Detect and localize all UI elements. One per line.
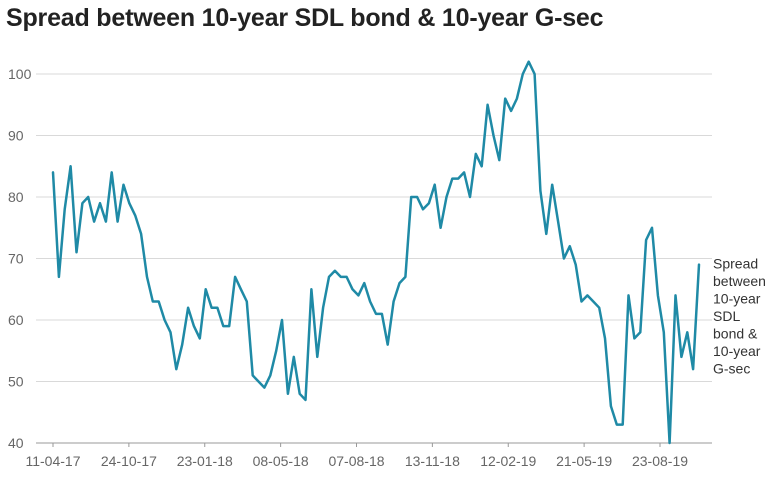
gridlines <box>36 73 712 444</box>
x-tick-label: 08-05-18 <box>253 453 309 469</box>
y-tick-label: 40 <box>8 435 24 451</box>
series-group <box>51 60 701 445</box>
series-label-line: SDL <box>713 308 740 324</box>
series-label-line: 10-year <box>713 343 761 359</box>
x-tick-label: 11-04-17 <box>25 453 80 469</box>
y-tick-label: 100 <box>8 66 32 82</box>
series-label-line: Spread <box>713 256 758 272</box>
x-tick-label: 12-02-19 <box>480 453 536 469</box>
x-axis-tick-labels: 11-04-17 24-10-17 23-01-18 08-05-18 07-08-18… <box>25 443 688 469</box>
x-tick-label: 13-11-18 <box>405 453 460 469</box>
x-tick-label: 21-05-19 <box>556 453 612 469</box>
x-tick-label: 23-08-19 <box>632 453 688 469</box>
y-tick-label: 60 <box>8 312 24 328</box>
y-tick-label: 90 <box>8 128 24 144</box>
x-tick-label: 23-01-18 <box>177 453 233 469</box>
x-tick-label: 07-08-18 <box>328 453 384 469</box>
y-tick-label: 80 <box>8 189 24 205</box>
series-label-line: 10-year <box>713 291 761 307</box>
series-line <box>51 60 701 445</box>
series-label-line: G-sec <box>713 361 750 377</box>
y-tick-label: 50 <box>8 374 24 390</box>
series-label-line: bond & <box>713 326 758 342</box>
y-axis-tick-labels: 40 50 60 70 80 90 100 <box>8 66 32 451</box>
chart-title: Spread between 10-year SDL bond & 10-yea… <box>6 4 604 32</box>
series-label-line: between <box>713 273 766 289</box>
y-tick-label: 70 <box>8 251 24 267</box>
x-tick-label: 24-10-17 <box>101 453 157 469</box>
